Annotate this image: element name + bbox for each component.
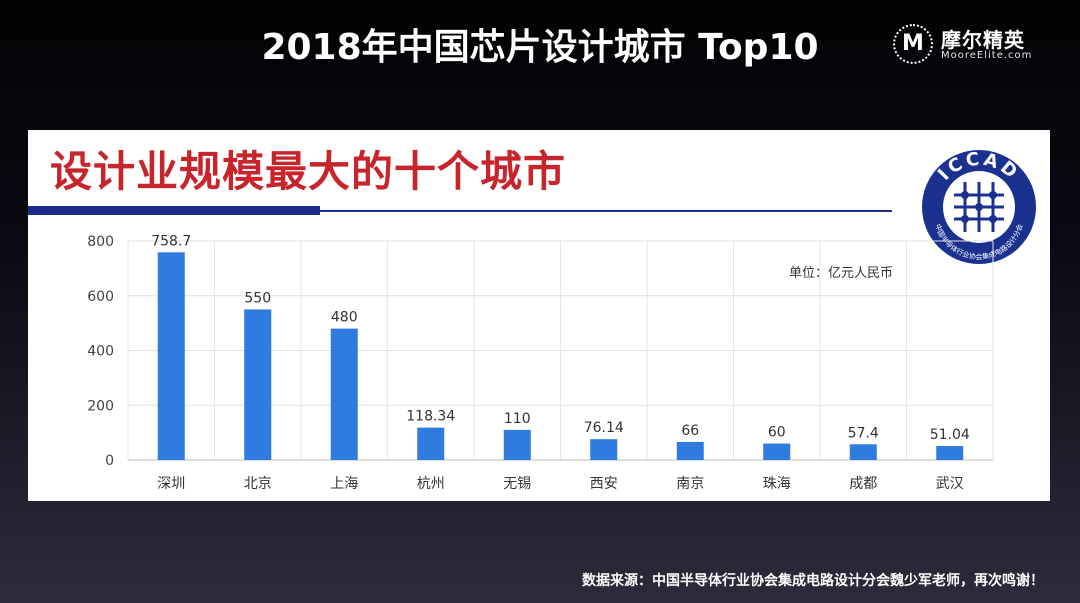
chart-panel: 设计业规模最大的十个城市 ICCAD 中国半导体行业协会集成电路设计分会 (28, 130, 1050, 501)
data-label: 758.7 (151, 233, 191, 249)
y-tick-label: 200 (87, 398, 114, 414)
y-tick-label: 600 (87, 289, 114, 305)
brand-logo: M 摩尔精英 MooreElite.com (893, 22, 1053, 68)
bar (503, 429, 531, 460)
x-tick-label: 西安 (590, 476, 618, 492)
x-tick-label: 珠海 (763, 476, 791, 492)
data-label: 480 (331, 310, 358, 326)
y-tick-label: 400 (87, 344, 114, 360)
iccad-logo-icon: ICCAD 中国半导体行业协会集成电路设计分会 (922, 148, 1036, 264)
heading-rule-thin (320, 210, 892, 212)
data-label: 60 (768, 425, 786, 441)
brand-badge-icon: M (893, 24, 933, 64)
x-tick-label: 北京 (244, 476, 272, 492)
bar (763, 443, 791, 460)
data-label: 118.34 (406, 409, 455, 425)
data-label: 76.14 (584, 420, 624, 436)
data-label: 51.04 (930, 427, 970, 443)
bar (849, 444, 877, 460)
bar (330, 328, 358, 460)
brand-url: MooreElite.com (941, 50, 1033, 61)
data-label: 66 (681, 423, 699, 439)
data-label: 550 (244, 290, 271, 306)
x-tick-label: 深圳 (157, 476, 185, 492)
panel-heading: 设计业规模最大的十个城市 (50, 147, 567, 196)
x-tick-label: 南京 (676, 476, 704, 492)
slide-title: 2018年中国芯片设计城市 Top10 (261, 27, 819, 68)
bar (590, 439, 618, 460)
unit-note: 单位：亿元人民币 (789, 266, 894, 281)
y-tick-label: 0 (105, 453, 114, 469)
bar (244, 309, 272, 460)
x-tick-label: 上海 (330, 476, 358, 492)
bar-chart: 0 200 400 600 800 758.7 深圳 550 北京 480 上海 118.34 杭州 11… (87, 233, 994, 492)
x-tick-label: 无锡 (503, 476, 531, 492)
bar (417, 427, 445, 460)
brand-name: 摩尔精英 (941, 28, 1025, 52)
bar (676, 441, 704, 460)
x-tick-label: 成都 (849, 476, 877, 492)
heading-rule-thick (28, 206, 320, 215)
data-label: 57.4 (848, 425, 879, 441)
bar (936, 446, 964, 460)
y-tick-label: 800 (87, 234, 114, 250)
source-note: 数据来源：中国半导体行业协会集成电路设计分会魏少军老师，再次鸣谢！ (582, 573, 1044, 589)
x-tick-label: 武汉 (936, 476, 964, 492)
bar (157, 252, 185, 460)
data-label: 110 (504, 411, 531, 427)
x-tick-label: 杭州 (417, 476, 445, 492)
